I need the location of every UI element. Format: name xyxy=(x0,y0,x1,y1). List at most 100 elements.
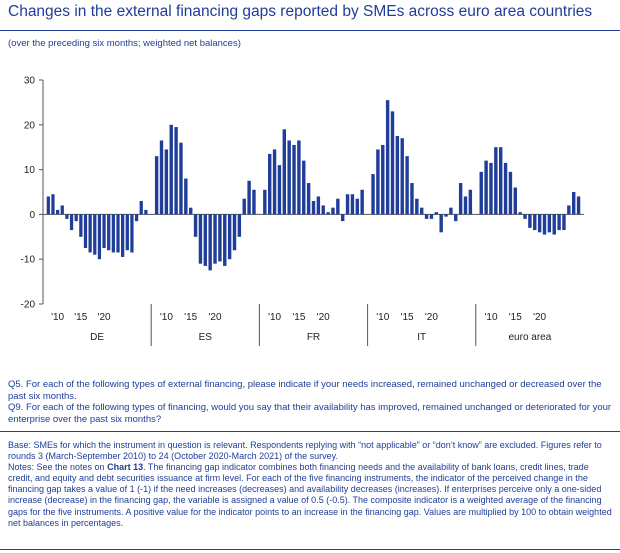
bar-it-14: IT: 0.5 xyxy=(434,212,439,215)
bar-euro-area-8: euro area: 6 xyxy=(513,187,518,215)
bar-fr-6: FR: 16.5 xyxy=(287,140,291,215)
bar-it-4: IT: 25.5 xyxy=(385,100,390,215)
y-tick-label: -20 xyxy=(21,300,36,311)
bar-de-18: DE: -8 xyxy=(125,214,129,251)
bar-de-20: DE: -1.5 xyxy=(134,214,139,222)
survey-questions: Q5. For each of the following types of e… xyxy=(8,379,614,425)
bar-de-2: DE: 4.5 xyxy=(51,194,55,215)
bar-euro-area-3: euro area: 11.5 xyxy=(489,162,493,215)
x-year-label: '10 xyxy=(268,312,281,323)
bar-es-10: ES: -11 xyxy=(198,214,203,264)
bar-de-4: DE: 2 xyxy=(60,205,64,215)
x-group-label: euro area xyxy=(508,332,551,343)
bar-fr-12: FR: 4 xyxy=(316,196,321,215)
bar-euro-area-1: euro area: 9.5 xyxy=(479,171,483,215)
question-q5: Q5. For each of the following types of e… xyxy=(8,379,602,402)
bar-euro-area-12: euro area: -3.5 xyxy=(533,214,537,231)
bar-es-1: ES: 13 xyxy=(154,156,159,215)
bar-fr-8: FR: 16.5 xyxy=(297,140,301,215)
bar-de-15: DE: -8.5 xyxy=(111,214,115,253)
notes-prefix: Notes: See the notes on xyxy=(8,462,108,473)
bar-es-15: ES: -11.5 xyxy=(223,214,227,266)
bar-es-3: ES: 14.5 xyxy=(164,149,169,215)
bar-fr-10: FR: 7 xyxy=(306,183,311,215)
page-title: Changes in the external financing gaps r… xyxy=(8,3,593,20)
bar-de-8: DE: -5 xyxy=(79,214,83,237)
x-year-label: '20 xyxy=(317,312,330,323)
x-year-label: '10 xyxy=(160,312,173,323)
bar-fr-1: FR: 5.5 xyxy=(263,189,267,215)
bar-it-11: IT: 1.5 xyxy=(420,207,424,215)
x-year-label: '15 xyxy=(74,312,87,323)
bar-it-9: IT: 7 xyxy=(410,183,414,215)
bar-euro-area-17: euro area: -3.5 xyxy=(557,214,561,231)
bar-it-8: IT: 13 xyxy=(405,156,409,215)
bar-es-9: ES: -5 xyxy=(193,214,198,237)
bar-euro-area-4: euro area: 15 xyxy=(494,147,498,215)
bar-fr-16: FR: 3.5 xyxy=(336,198,340,215)
x-year-label: '10 xyxy=(51,312,64,323)
bar-fr-18: FR: 4.5 xyxy=(345,194,350,215)
x-group-label: ES xyxy=(199,332,213,343)
bar-euro-area-16: euro area: -4.5 xyxy=(552,214,556,235)
x-group-label: FR xyxy=(307,332,320,343)
bar-it-2: IT: 14.5 xyxy=(376,149,380,215)
bar-es-6: ES: 16 xyxy=(179,142,183,215)
x-group-label: IT xyxy=(417,332,426,343)
bar-de-21: DE: 3 xyxy=(139,200,143,215)
bar-it-12: IT: -1 xyxy=(424,214,429,219)
bar-fr-4: FR: 11 xyxy=(277,165,282,215)
x-year-label: '10 xyxy=(484,312,497,323)
bar-de-3: DE: 1 xyxy=(55,209,60,215)
question-q9: Q9. For each of the following types of f… xyxy=(8,402,612,425)
x-year-label: '15 xyxy=(292,312,305,323)
chart-13-reference: Chart 13 xyxy=(107,462,144,473)
bar-it-13: IT: -1 xyxy=(429,214,434,219)
bar-euro-area-15: euro area: -4 xyxy=(547,214,552,233)
bar-it-15: IT: -4 xyxy=(439,214,443,233)
bar-it-3: IT: 15.5 xyxy=(381,144,385,215)
bar-it-18: IT: -1.5 xyxy=(454,214,458,222)
bar-fr-17: FR: -1.5 xyxy=(341,214,345,222)
bar-euro-area-10: euro area: -1 xyxy=(523,214,527,219)
bar-fr-14: FR: 0.5 xyxy=(326,212,330,215)
x-year-label: '20 xyxy=(533,312,546,323)
bar-es-14: ES: -10.5 xyxy=(218,214,222,262)
x-year-label: '15 xyxy=(401,312,414,323)
bar-es-18: ES: -5 xyxy=(237,214,242,237)
bar-euro-area-7: euro area: 9.5 xyxy=(508,171,513,215)
notes-base: Base: SMEs for which the instrument in q… xyxy=(8,440,602,462)
bar-es-2: ES: 16.5 xyxy=(159,140,164,215)
bar-de-1: DE: 4 xyxy=(46,196,50,215)
bar-de-6: DE: -3.5 xyxy=(69,214,74,231)
bar-es-8: ES: 1.5 xyxy=(189,207,193,215)
chart-notes: Base: SMEs for which the instrument in q… xyxy=(8,440,614,529)
y-tick-label: 10 xyxy=(24,165,36,176)
x-year-label: '10 xyxy=(376,312,389,323)
bar-euro-area-6: euro area: 11.5 xyxy=(503,162,508,215)
x-year-label: '15 xyxy=(184,312,197,323)
bar-it-17: IT: 1.5 xyxy=(449,207,453,215)
bar-euro-area-19: euro area: 2 xyxy=(567,205,571,215)
bar-de-19: DE: -8.5 xyxy=(130,214,134,253)
y-tick-label: 0 xyxy=(29,210,35,221)
chart-subtitle: (over the preceding six months; weighted… xyxy=(8,38,241,49)
bar-euro-area-14: euro area: -4.5 xyxy=(542,214,547,235)
bar-es-16: ES: -10 xyxy=(227,214,232,260)
bar-euro-area-11: euro area: -3 xyxy=(528,214,532,228)
notes-body: Notes: See the notes on Chart 13. The fi… xyxy=(8,462,614,529)
bottom-rule xyxy=(0,549,620,550)
bar-de-5: DE: -1 xyxy=(65,214,69,219)
bar-fr-11: FR: 3 xyxy=(311,200,316,215)
y-tick-label: 30 xyxy=(24,76,36,87)
bar-euro-area-21: euro area: 4 xyxy=(576,196,581,215)
bar-de-12: DE: -10 xyxy=(97,214,102,260)
bar-de-22: DE: 1 xyxy=(144,209,148,215)
bar-it-5: IT: 23 xyxy=(390,111,395,215)
x-year-label: '20 xyxy=(425,312,438,323)
bar-de-13: DE: -7.5 xyxy=(102,214,106,248)
notes-rest: . The financing gap indicator combines b… xyxy=(8,462,612,528)
bar-es-11: ES: -11.5 xyxy=(203,214,208,266)
bar-de-14: DE: -8 xyxy=(107,214,111,251)
bar-de-16: DE: -8.5 xyxy=(116,214,120,253)
